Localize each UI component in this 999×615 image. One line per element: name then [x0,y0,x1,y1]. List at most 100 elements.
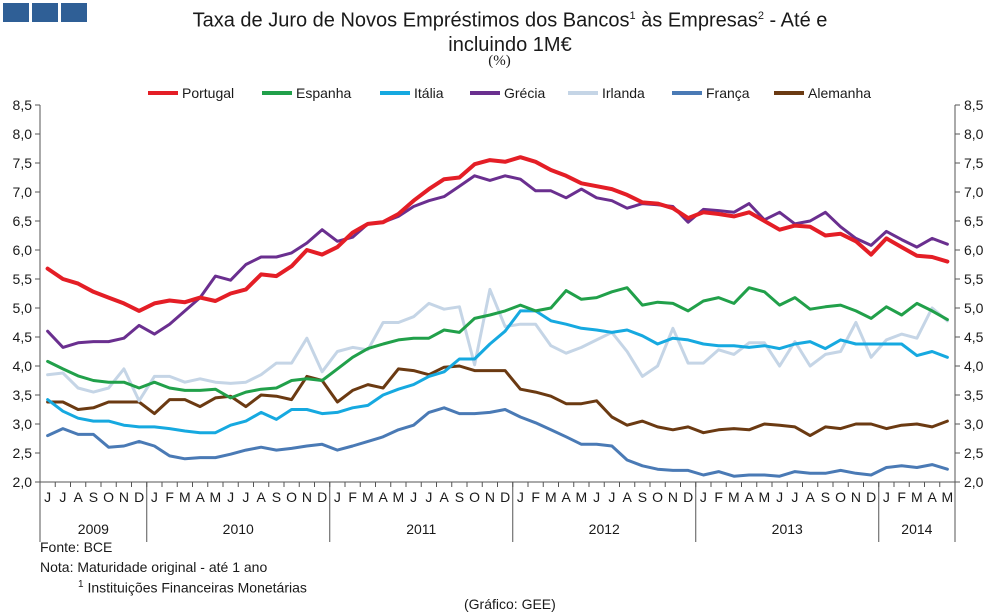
y-tick-label-left: 6,0 [13,242,33,258]
y-tick-label-right: 6,5 [964,213,984,229]
month-label: J [517,489,524,505]
month-label: J [59,489,66,505]
month-label: M [179,489,191,505]
month-label: J [776,489,783,505]
month-label: J [700,489,707,505]
month-label: D [500,489,510,505]
month-label: A [561,489,571,505]
month-label: J [425,489,432,505]
month-label: J [593,489,600,505]
legend-label: Portugal [182,85,234,101]
y-tick-label-right: 6,0 [964,242,984,258]
month-label: S [821,489,830,505]
y-tick-label-left: 3,5 [13,387,33,403]
month-label: D [866,489,876,505]
month-label: J [242,489,249,505]
month-label: J [608,489,615,505]
year-label: 2011 [406,521,436,537]
year-label: 2014 [901,521,932,537]
month-label: M [393,489,405,505]
footer-credit: (Gráfico: GEE) [464,596,556,612]
footer-note-2-text: Instituições Financeiras Monetárias [83,579,307,596]
series-line-frança [46,406,949,478]
month-label: O [652,489,663,505]
legend-label: Espanha [296,85,351,101]
month-label: J [883,489,890,505]
month-label: A [195,489,205,505]
month-label: O [103,489,114,505]
logo-square [32,3,58,22]
year-label: 2009 [78,521,109,537]
title-part: às Empresas [635,9,758,32]
month-label: A [439,489,449,505]
y-tick-label-left: 2,0 [13,474,33,490]
month-label: F [531,489,540,505]
month-label: F [165,489,174,505]
y-tick-label-left: 5,5 [13,271,33,287]
y-tick-label-left: 2,5 [13,445,33,461]
legend-label: Itália [414,85,444,101]
month-label: F [348,489,357,505]
y-tick-label-right: 7,5 [964,155,984,171]
month-label: D [134,489,144,505]
month-label: N [485,489,495,505]
month-label: N [302,489,312,505]
month-label: A [744,489,754,505]
month-label: O [469,489,480,505]
y-tick-label-left: 4,5 [13,329,33,345]
month-label: S [89,489,98,505]
month-label: M [576,489,588,505]
y-tick-label-right: 4,5 [964,329,984,345]
month-label: J [791,489,798,505]
logo-square [61,3,87,22]
title-part: - Até e [764,9,828,32]
month-label: S [455,489,464,505]
month-label: J [151,489,158,505]
series-line-grécia [46,174,949,349]
month-label: N [668,489,678,505]
chart-unit: (%) [488,53,511,69]
logo [3,3,87,22]
month-label: A [927,489,937,505]
month-label: M [942,489,954,505]
y-tick-label-right: 3,5 [964,387,984,403]
series-line-espanha [46,286,949,400]
year-label: 2013 [772,521,803,537]
month-label: N [119,489,129,505]
month-label: J [227,489,234,505]
title-part: Taxa de Juro de Novos Empréstimos dos Ba… [192,9,630,32]
title-line-1: Taxa de Juro de Novos Empréstimos dos Ba… [120,4,900,33]
y-tick-label-right: 4,0 [964,358,984,374]
footer-source: Fonte: BCE [40,539,113,555]
month-label: F [714,489,723,505]
series-line-alemanha [46,364,949,438]
y-tick-label-left: 3,0 [13,416,33,432]
month-label: J [410,489,417,505]
year-label: 2012 [589,521,620,537]
month-label: D [317,489,327,505]
month-label: A [378,489,388,505]
y-tick-label-left: 7,0 [13,184,33,200]
month-label: S [638,489,647,505]
series-line-irlanda [46,287,949,403]
year-label: 2010 [223,521,254,537]
y-tick-label-left: 6,5 [13,213,33,229]
y-tick-label-right: 5,5 [964,271,984,287]
logo-square [3,3,29,22]
y-tick-label-left: 4,0 [13,358,33,374]
series-line-itália [46,309,949,435]
month-label: M [728,489,740,505]
y-tick-label-left: 8,0 [13,126,33,142]
footer-note-2: 1 Instituições Financeiras Monetárias [78,579,307,596]
month-label: D [683,489,693,505]
month-label: M [210,489,222,505]
y-tick-label-right: 5,0 [964,300,984,316]
legend-label: Irlanda [602,85,645,101]
y-tick-label-left: 5,0 [13,300,33,316]
month-label: F [897,489,906,505]
footer-note: Nota: Maturidade original - até 1 ano [40,559,268,575]
month-label: N [851,489,861,505]
month-label: M [759,489,771,505]
y-tick-label-right: 2,5 [964,445,984,461]
title-sup: 2 [757,10,764,22]
